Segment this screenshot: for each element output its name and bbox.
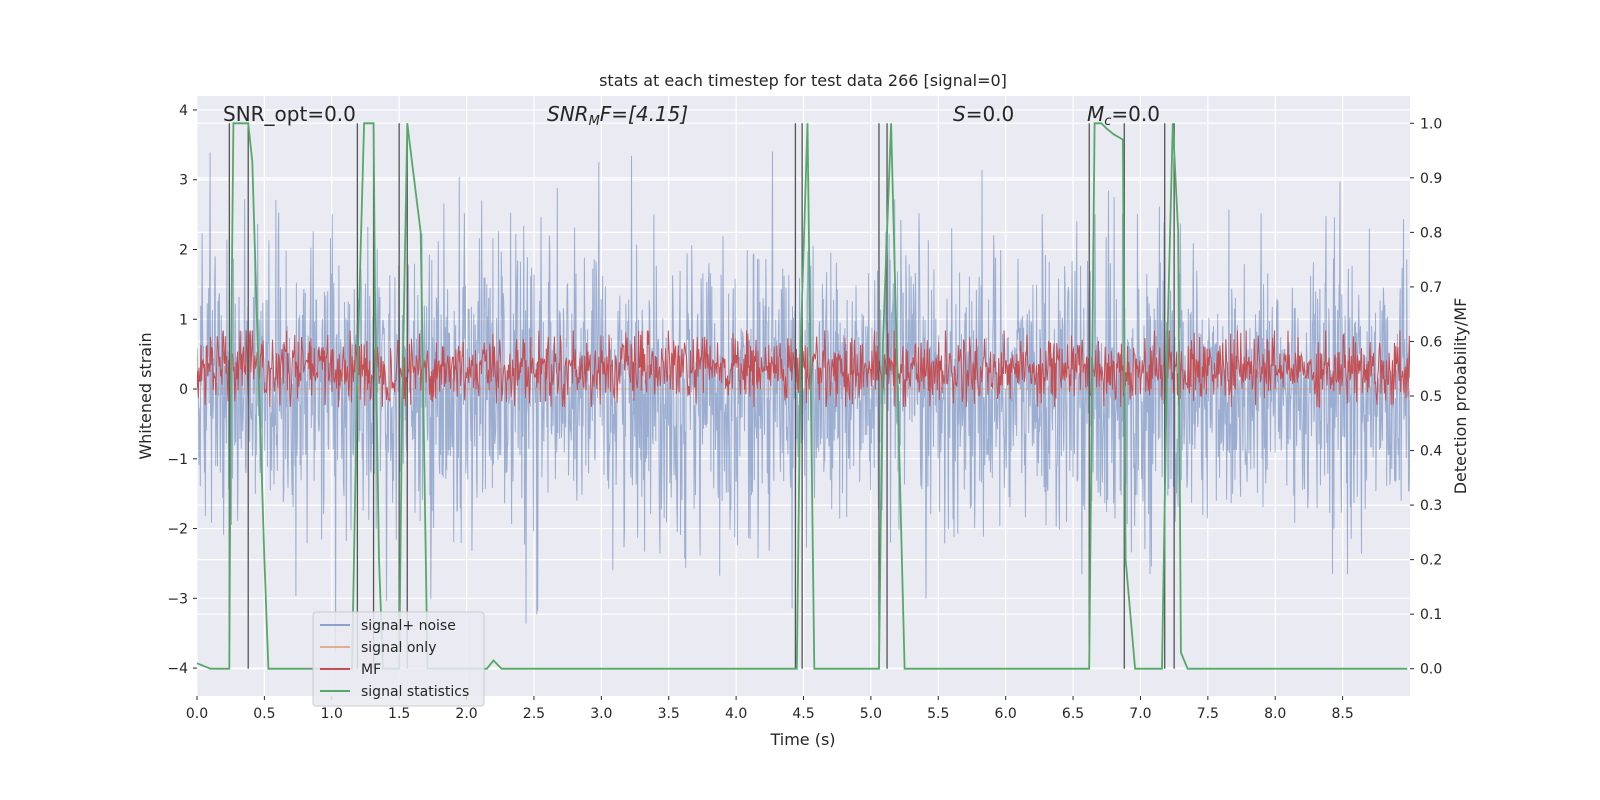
legend-label: signal statistics <box>361 684 469 700</box>
x-tick-label: 0.0 <box>186 706 208 722</box>
x-tick-label: 5.5 <box>927 706 949 722</box>
plot-area <box>197 122 1410 670</box>
annotation-mc-sub: c <box>1104 114 1111 129</box>
legend-label: signal+ noise <box>361 618 456 634</box>
annotation-mc-rest: =0.0 <box>1111 102 1160 126</box>
x-tick-label: 2.5 <box>523 706 545 722</box>
x-axis: 0.0 0.5 1.0 1.5 2.0 2.5 3.0 3.5 4.0 4.5 5.0 5.5 6.0 6… <box>186 696 1354 722</box>
y2-tick-label: 0.2 <box>1420 553 1442 569</box>
y2-tick-label: 0.4 <box>1420 444 1442 460</box>
annotation-snr-mf: SNRMF=[4.15] <box>547 102 688 129</box>
x-tick-label: 5.0 <box>860 706 882 722</box>
y-tick-label: 2 <box>179 242 188 258</box>
y2-tick-label: 0.8 <box>1420 225 1442 241</box>
y-axis-right: 0.0 0.1 0.2 0.3 0.4 0.5 0.6 0.7 0.8 0.9 1.0 <box>1410 116 1442 678</box>
series-signal-statistics <box>197 122 1408 670</box>
y-tick-label: −1 <box>167 452 188 468</box>
y-tick-label: 1 <box>179 312 188 328</box>
annotation-snr-mf-sub: M <box>589 114 600 129</box>
y2-tick-label: 0.1 <box>1420 607 1442 623</box>
y2-tick-label: 0.5 <box>1420 389 1442 405</box>
y-tick-label: 0 <box>179 382 188 398</box>
y-tick-label: 3 <box>179 173 188 189</box>
y2-tick-label: 1.0 <box>1420 116 1442 132</box>
x-tick-label: 3.0 <box>590 706 612 722</box>
x-axis-label: Time (s) <box>769 730 835 749</box>
x-tick-label: 1.5 <box>388 706 410 722</box>
legend: signal+ noise signal only MF signal statist… <box>312 611 485 707</box>
y-tick-label: −4 <box>167 661 188 677</box>
annotation-snr-opt: SNR_opt=0.0 <box>223 102 356 126</box>
annotation-snr-mf-main: SNR <box>547 102 589 126</box>
y2-tick-label: 0.3 <box>1420 498 1442 514</box>
annotation-mc: Mc=0.0 <box>1087 102 1160 129</box>
legend-label: MF <box>361 662 381 678</box>
x-tick-label: 7.5 <box>1197 706 1219 722</box>
annotation-mc-main: M <box>1087 102 1104 126</box>
x-tick-label: 6.5 <box>1062 706 1084 722</box>
y2-tick-label: 0.7 <box>1420 280 1442 296</box>
x-tick-label: 4.0 <box>725 706 747 722</box>
x-tick-label: 4.5 <box>792 706 814 722</box>
x-tick-label: 1.0 <box>321 706 343 722</box>
legend-label: signal only <box>361 640 436 656</box>
x-tick-label: 2.0 <box>455 706 477 722</box>
annotation-s-main: S <box>953 102 966 126</box>
y-axis-left: −4 −3 −2 −1 0 1 2 3 4 <box>167 103 197 677</box>
y2-tick-label: 0.6 <box>1420 334 1442 350</box>
y-tick-label: −3 <box>167 591 188 607</box>
x-tick-label: 3.5 <box>658 706 680 722</box>
annotation-snr-mf-rest: F=[4.15] <box>600 102 688 126</box>
x-tick-label: 8.5 <box>1331 706 1353 722</box>
annotation-s: S=0.0 <box>953 102 1014 126</box>
y2-axis-label: Detection probability/MF <box>1451 298 1470 495</box>
y2-tick-label: 0.0 <box>1420 662 1442 678</box>
legend-box <box>312 611 485 707</box>
x-tick-label: 6.0 <box>995 706 1017 722</box>
annotation-s-rest: =0.0 <box>966 102 1015 126</box>
x-tick-label: 7.0 <box>1129 706 1151 722</box>
y-axis-label: Whitened strain <box>136 332 155 459</box>
y2-tick-label: 0.9 <box>1420 171 1442 187</box>
y-tick-label: 4 <box>179 103 188 119</box>
x-tick-label: 8.0 <box>1264 706 1286 722</box>
chart-title: stats at each timestep for test data 266… <box>599 71 1007 90</box>
y-tick-label: −2 <box>167 522 188 538</box>
x-tick-label: 0.5 <box>253 706 275 722</box>
